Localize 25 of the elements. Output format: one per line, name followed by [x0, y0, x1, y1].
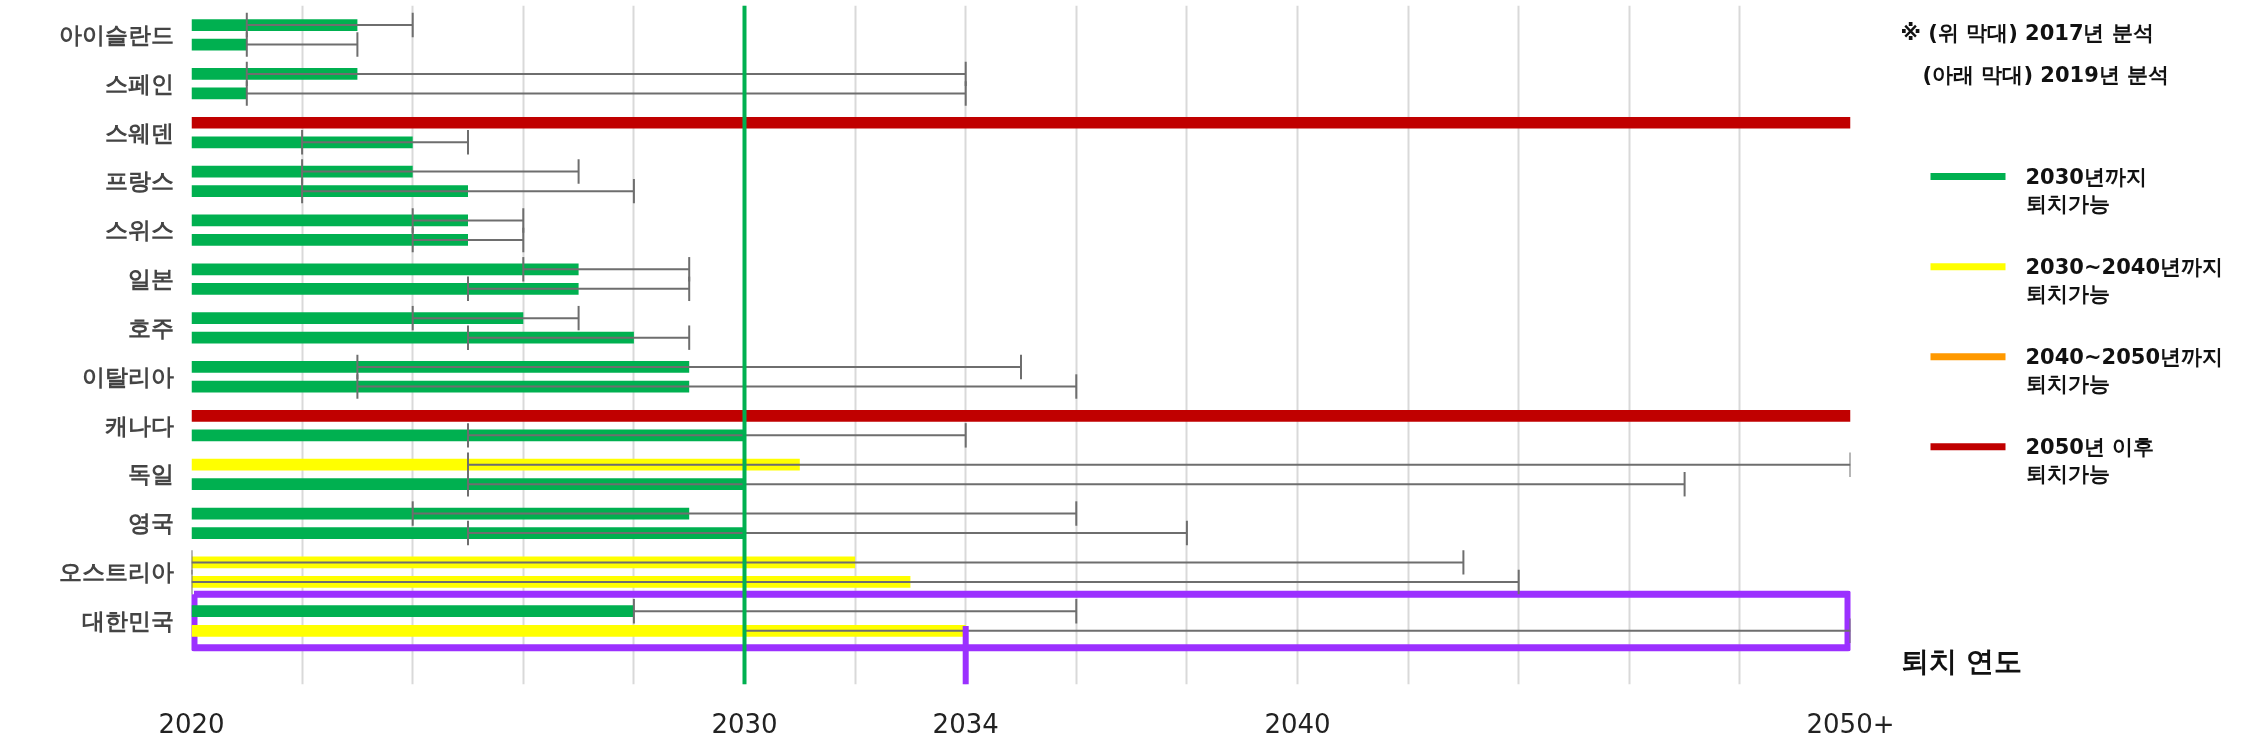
x-tick-label: 2040: [1264, 708, 1331, 739]
x-tick-label: 2020: [158, 708, 225, 739]
x-tick-label: 2034: [932, 708, 999, 739]
x-tick-label: 2030: [711, 708, 778, 739]
text: (아래 막대) 2019년 분석: [1922, 62, 2170, 87]
legend-label: 2030년까지 퇴치가능: [2025, 164, 2147, 216]
y-tick-label: 독일: [127, 461, 174, 488]
legend-label: 2030~2040년까지 퇴치가능: [2025, 254, 2223, 306]
legend-label: 2040~2050년까지 퇴치가능: [2025, 344, 2223, 396]
y-tick-label: 오스트리아: [58, 559, 174, 586]
x-axis-title: 퇴치 연도: [1900, 645, 2023, 679]
y-tick-label: 영국: [127, 510, 174, 537]
y-tick-label: 스페인: [104, 70, 174, 97]
y-tick-label: 캐나다: [104, 412, 174, 439]
legend-label: 2050년 이후 퇴치가능: [2025, 434, 2155, 486]
x-tick-label: 2050+: [1806, 708, 1895, 739]
y-tick-label: 일본: [127, 266, 174, 293]
y-tick-label: 이탈리아: [81, 363, 174, 390]
y-tick-label: 스웨덴: [104, 119, 174, 146]
y-tick-label: 대한민국: [81, 608, 174, 634]
y-tick-label: 스위스: [104, 217, 174, 244]
text: ※ (위 막대) 2017년 분석: [1900, 20, 2154, 45]
y-tick-label: 프랑스: [104, 168, 174, 195]
y-tick-label: 아이슬란드: [58, 21, 174, 48]
y-tick-label: 호주: [127, 314, 174, 341]
